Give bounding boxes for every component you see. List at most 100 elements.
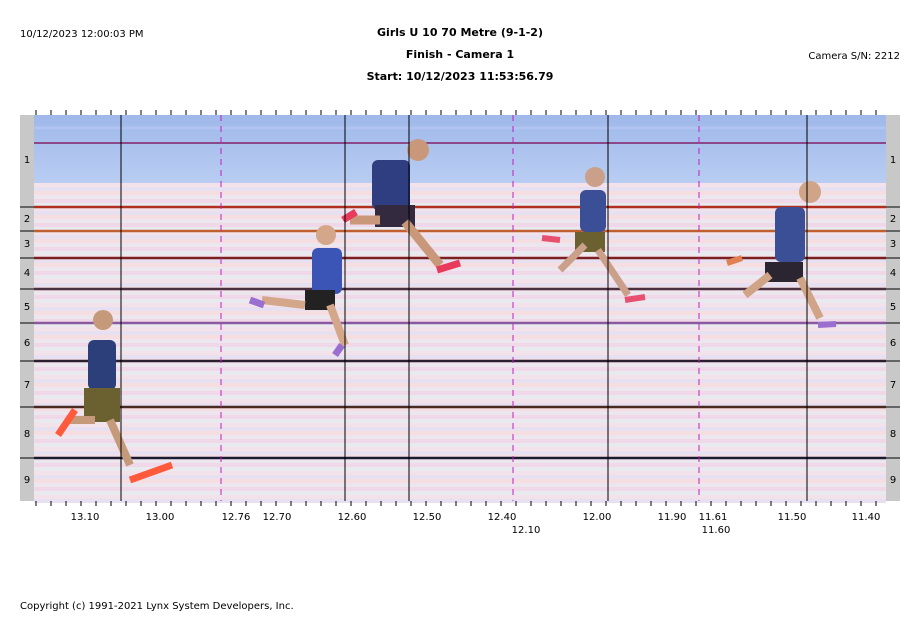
stripe — [34, 395, 886, 399]
stripe — [34, 271, 886, 275]
stripe — [34, 379, 886, 383]
time-label: 12.76 — [222, 512, 251, 523]
stripe — [34, 219, 886, 223]
lane-label: 1 — [890, 155, 896, 166]
stripe — [34, 323, 886, 327]
stripe — [34, 447, 886, 451]
stripe — [34, 327, 886, 331]
stripe — [34, 299, 886, 303]
stripe — [34, 411, 886, 415]
timestamp: 10/12/2023 12:00:03 PM — [20, 29, 144, 40]
overlay: 1 1 2 2 3 3 4 4 5 5 6 6 7 7 8 8 9 9 13.10 13.00 12.76 12.70 12… — [20, 110, 900, 536]
stripe — [34, 291, 886, 295]
stripe — [34, 183, 886, 187]
time-label: 12.10 — [512, 525, 541, 536]
stripe — [34, 279, 886, 283]
stripe — [34, 227, 886, 231]
lane-label: 2 — [24, 214, 30, 225]
stripe — [34, 351, 886, 355]
time-label: 11.40 — [852, 512, 881, 523]
runner — [341, 139, 462, 274]
stripe — [34, 319, 886, 323]
stripe — [34, 191, 886, 195]
stripe — [34, 451, 886, 455]
lane-label: 7 — [890, 380, 896, 391]
stripe — [34, 407, 886, 411]
lane-label: 3 — [890, 239, 896, 250]
lane-label: 8 — [24, 429, 30, 440]
stripe — [34, 483, 886, 487]
lane-label: 6 — [24, 338, 30, 349]
stripe — [34, 467, 886, 471]
stripe — [34, 275, 886, 279]
runner — [541, 167, 646, 303]
time-label: 11.60 — [702, 525, 731, 536]
title: Girls U 10 70 Metre (9-1-2) — [377, 26, 543, 39]
stripe — [34, 215, 886, 219]
time-label: 11.50 — [778, 512, 807, 523]
stripe — [34, 415, 886, 419]
time-label: 11.90 — [658, 512, 687, 523]
stripe — [34, 295, 886, 299]
stripe — [34, 435, 886, 439]
stripe — [34, 439, 886, 443]
lane-label: 5 — [890, 302, 896, 313]
stripe — [34, 195, 886, 199]
stripe — [34, 499, 886, 503]
stripe — [34, 247, 886, 251]
runner — [248, 225, 349, 358]
stripe — [34, 343, 886, 347]
stripe — [34, 339, 886, 343]
lane-label: 7 — [24, 380, 30, 391]
stripe — [34, 479, 886, 483]
stripe — [34, 431, 886, 435]
right-bar — [886, 115, 900, 501]
lane-label: 4 — [890, 268, 896, 279]
stripe — [34, 303, 886, 307]
stripe — [34, 239, 886, 243]
stripe — [34, 315, 886, 319]
runner — [726, 181, 837, 328]
lane-label: 3 — [24, 239, 30, 250]
lane-label: 6 — [890, 338, 896, 349]
stripe — [34, 419, 886, 423]
stripe — [34, 399, 886, 403]
stripe — [34, 487, 886, 491]
stripe — [34, 491, 886, 495]
stripe — [34, 367, 886, 371]
stripe — [34, 311, 886, 315]
runners — [55, 139, 837, 484]
lane-label: 4 — [24, 268, 30, 279]
stripe — [34, 335, 886, 339]
stripe — [34, 495, 886, 499]
stripe — [34, 235, 886, 239]
stripe — [34, 243, 886, 247]
stripe — [34, 199, 886, 203]
lane-label: 2 — [890, 214, 896, 225]
stripe — [34, 403, 886, 407]
stripe — [34, 187, 886, 191]
time-label: 13.10 — [71, 512, 100, 523]
lane-label: 8 — [890, 429, 896, 440]
stripe — [34, 471, 886, 475]
stripe — [34, 355, 886, 359]
runner — [55, 310, 174, 484]
stripe — [34, 363, 886, 367]
stripe — [34, 203, 886, 207]
stripe — [34, 463, 886, 467]
time-label: 11.61 — [699, 512, 728, 523]
lane-label: 1 — [24, 155, 30, 166]
stripe — [34, 267, 886, 271]
camera-serial: Camera S/N: 2212 — [808, 51, 900, 62]
stripe — [34, 387, 886, 391]
finish-image — [34, 115, 886, 503]
time-label: 12.50 — [413, 512, 442, 523]
copyright: Copyright (c) 1991-2021 Lynx System Deve… — [20, 601, 294, 612]
stripe — [34, 283, 886, 287]
stripe — [34, 211, 886, 215]
stripe — [34, 259, 886, 263]
stripe — [34, 251, 886, 255]
stripe — [34, 443, 886, 447]
